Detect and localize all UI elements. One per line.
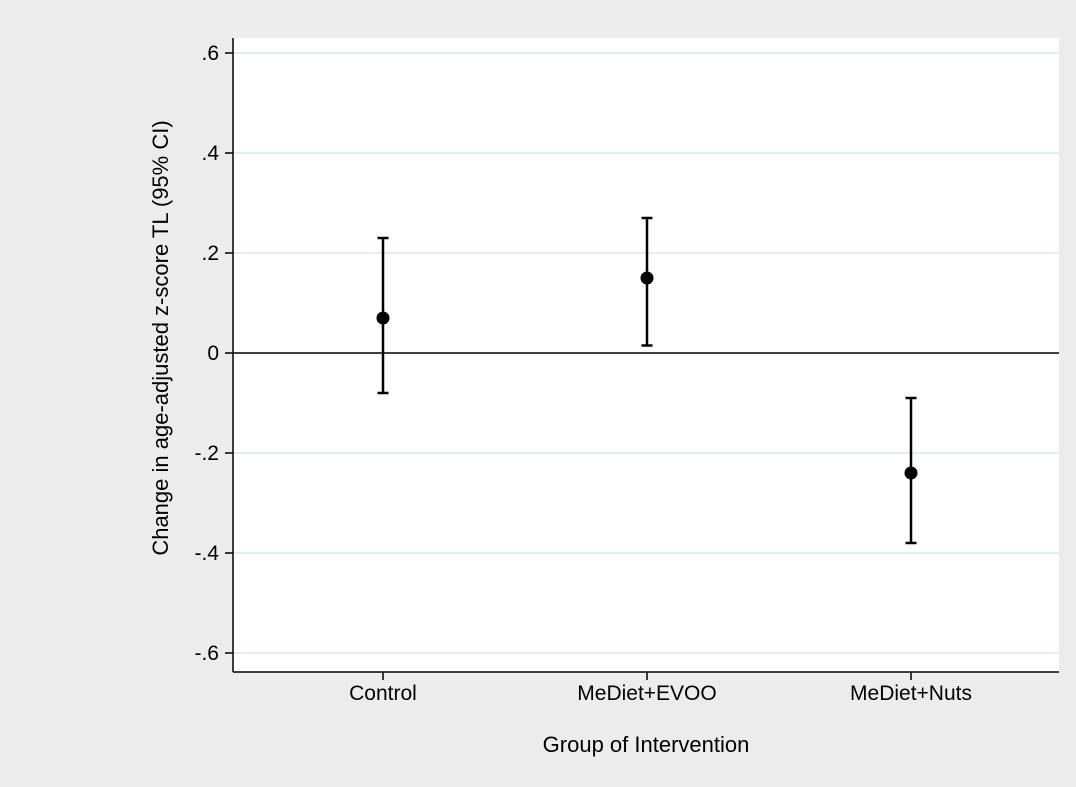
point-estimate-marker (376, 311, 390, 325)
plot-area-background (233, 38, 1059, 672)
point-estimate-marker (904, 466, 918, 480)
y-tick-label: .2 (201, 242, 219, 265)
y-tick-label: -.2 (194, 442, 219, 465)
x-axis-ticks: Control MeDiet+EVOO MeDiet+Nuts (349, 672, 972, 705)
y-axis-title: Change in age-adjusted z-score TL (95% C… (148, 120, 173, 555)
axes (232, 38, 1059, 673)
point-estimate-marker (640, 271, 654, 285)
y-axis-ticks: -.6 -.4 -.2 0 .2 .4 .6 (194, 42, 233, 665)
y-tick-label: 0 (207, 342, 219, 365)
y-tick-label: -.4 (194, 542, 219, 565)
y-tick-label: .4 (201, 142, 219, 165)
y-tick-label: -.6 (194, 642, 219, 665)
x-tick-label: MeDiet+Nuts (850, 682, 972, 705)
x-axis-title: Group of Intervention (543, 732, 750, 757)
point-estimates (376, 216, 918, 545)
x-tick-label: MeDiet+EVOO (577, 682, 716, 705)
y-tick-label: .6 (201, 42, 219, 65)
x-tick-label: Control (349, 682, 417, 705)
